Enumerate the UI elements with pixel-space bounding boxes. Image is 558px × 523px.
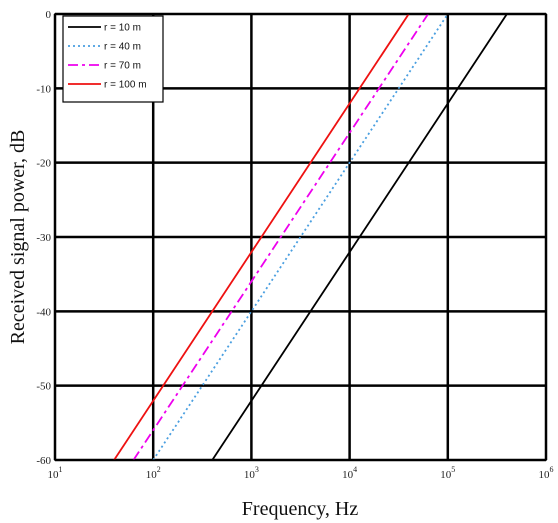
legend-label-3: r = 70 m [104, 61, 141, 72]
y-tick-label: 0 [46, 9, 52, 21]
series-line-4 [113, 13, 410, 461]
series-line-3 [132, 13, 429, 461]
x-tick-label: 103 [244, 465, 259, 481]
x-tick-base: 10 [342, 469, 354, 481]
y-tick-label: -10 [36, 83, 51, 95]
series-line-1 [211, 13, 508, 461]
y-tick-labels: 0 -10 -20 -30 -40 -50 -60 [36, 9, 51, 467]
x-tick-base: 10 [146, 469, 158, 481]
x-tick-exp: 1 [59, 465, 63, 474]
x-tick-exp: 5 [451, 465, 455, 474]
legend-label-1: r = 10 m [104, 23, 141, 34]
y-axis-title: Received signal power, dB [7, 130, 29, 345]
x-tick-label: 102 [146, 465, 161, 481]
x-tick-exp: 3 [255, 465, 259, 474]
grid [53, 12, 548, 462]
x-tick-base: 10 [440, 469, 452, 481]
series-lines [113, 13, 508, 461]
y-tick-label: -40 [36, 306, 51, 318]
plot-frame [54, 13, 547, 461]
legend-label-2: r = 40 m [104, 42, 141, 53]
series-line-2 [152, 13, 449, 461]
x-tick-base: 10 [244, 469, 256, 481]
x-tick-label: 104 [342, 465, 357, 481]
x-tick-label: 106 [539, 465, 554, 481]
y-tick-label: -20 [36, 158, 51, 170]
x-tick-exp: 6 [550, 465, 554, 474]
x-tick-label: 105 [440, 465, 455, 481]
x-tick-exp: 2 [157, 465, 161, 474]
legend: r = 10 m r = 40 m r = 70 m r = 100 m [62, 15, 164, 103]
legend-box [62, 15, 164, 103]
y-tick-label: -60 [36, 455, 51, 467]
x-tick-base: 10 [539, 469, 551, 481]
y-tick-label: -50 [36, 381, 51, 393]
y-tick-label: -30 [36, 232, 51, 244]
x-tick-label: 101 [48, 465, 63, 481]
x-axis-title: Frequency, Hz [242, 498, 359, 520]
x-tick-labels: 101 102 103 104 105 106 [48, 465, 554, 481]
x-tick-exp: 4 [353, 465, 357, 474]
x-tick-base: 10 [48, 469, 60, 481]
legend-label-4: r = 100 m [104, 80, 147, 91]
